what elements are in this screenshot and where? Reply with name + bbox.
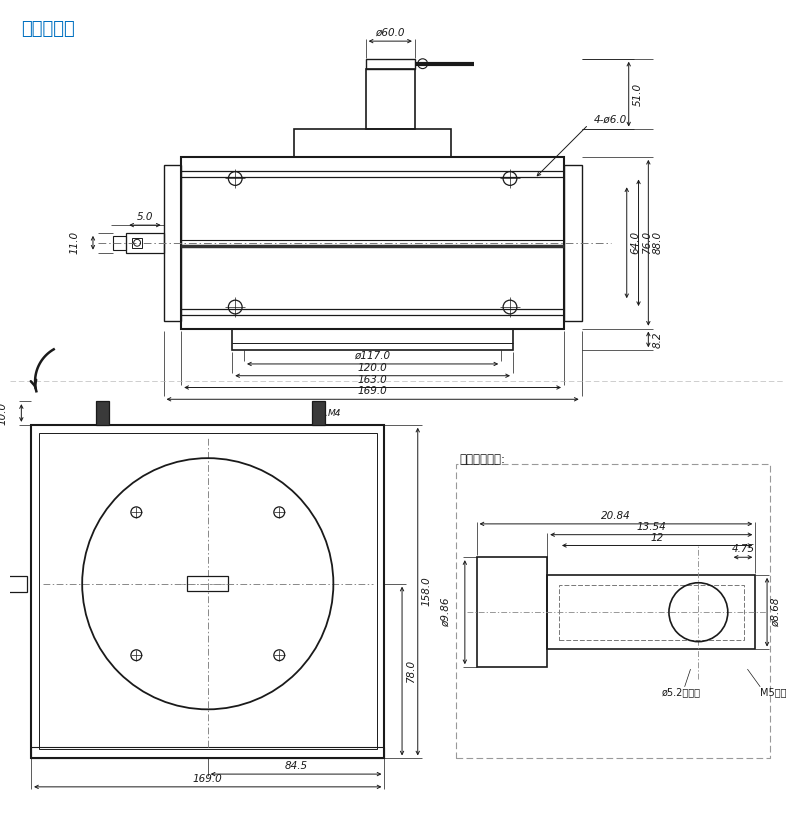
Text: 78.0: 78.0 [406,659,416,682]
Bar [39,433,377,748]
Bar [181,157,564,328]
Text: 4-ø6.0: 4-ø6.0 [593,115,626,125]
Bar [232,328,513,350]
Bar [132,238,142,247]
Bar [0,576,27,591]
Text: 12: 12 [650,533,664,543]
Text: 120.0: 120.0 [358,363,387,373]
Bar [547,575,755,649]
Bar [559,585,743,639]
Text: 20.84: 20.84 [601,511,631,521]
Bar [366,69,415,130]
Text: 84.5: 84.5 [284,761,307,771]
Bar [113,236,126,250]
Bar [456,464,770,758]
Text: ø5.2插栓孔: ø5.2插栓孔 [661,686,700,697]
Bar [564,165,581,321]
Text: 5.0: 5.0 [137,213,153,222]
Text: 76.0: 76.0 [642,232,653,255]
Bar [96,401,109,425]
Bar [366,59,415,69]
Text: 169.0: 169.0 [193,774,223,784]
Text: ø8.68: ø8.68 [771,597,781,627]
Bar [312,401,325,425]
Text: M5内牙: M5内牙 [760,686,787,697]
Bar [476,557,547,667]
Bar [126,233,164,252]
Text: 88.0: 88.0 [653,232,662,255]
Text: 163.0: 163.0 [358,375,387,385]
Text: 安装尺寸：: 安装尺寸： [21,20,75,37]
Text: M4: M4 [328,409,341,418]
Text: 4.75: 4.75 [732,544,754,554]
Bar [31,747,385,758]
Text: 169.0: 169.0 [358,386,387,396]
Text: 10.0: 10.0 [0,401,8,424]
Text: 51.0: 51.0 [633,83,642,106]
Bar [31,425,385,758]
Text: ø117.0: ø117.0 [355,351,391,361]
Text: 64.0: 64.0 [630,232,641,255]
Bar [187,576,228,591]
Text: 158.0: 158.0 [422,576,431,606]
Text: ø9.86: ø9.86 [441,597,451,627]
Text: 11.0: 11.0 [70,232,79,255]
Text: 13.54: 13.54 [637,522,666,532]
Text: ø60.0: ø60.0 [375,27,405,37]
Text: 8.2: 8.2 [653,331,662,347]
Bar [164,165,181,321]
Bar [294,130,451,157]
Text: 拉绳头部尺寸:: 拉绳头部尺寸: [459,453,505,466]
